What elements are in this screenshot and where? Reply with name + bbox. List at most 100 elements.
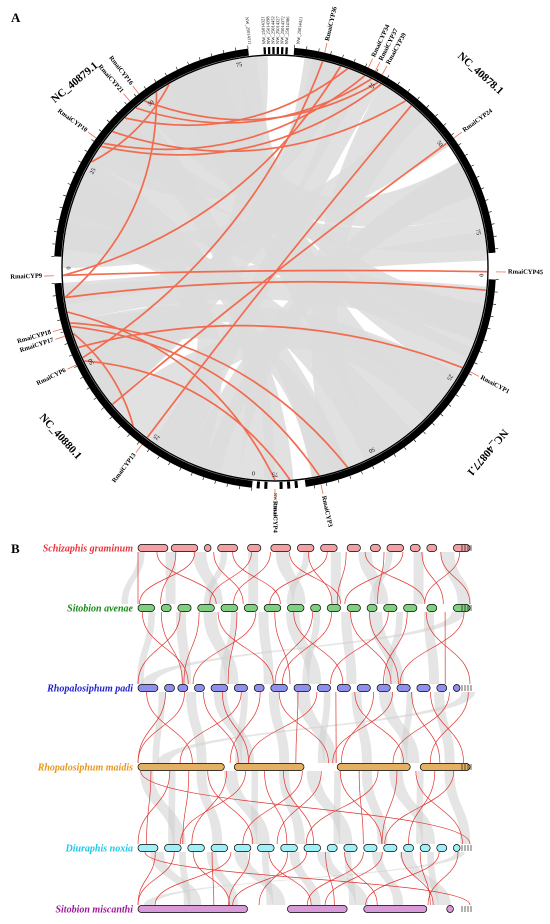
synteny-link xyxy=(365,851,440,906)
gene-label: RmaiCYP3 xyxy=(320,495,334,528)
chromosome-label: NC_40880.1 xyxy=(37,411,84,461)
tick-mark xyxy=(426,105,430,108)
tick-mark xyxy=(387,75,390,78)
chromosome-segment xyxy=(137,905,248,913)
species-label: Sitobion avenae xyxy=(67,604,133,615)
tick-mark xyxy=(353,58,356,62)
tick-mark xyxy=(349,475,352,479)
chromosome-segment xyxy=(160,604,172,612)
synteny-link xyxy=(179,691,242,764)
synteny-link xyxy=(232,551,281,605)
synteny-link xyxy=(400,851,434,906)
tick-mark xyxy=(325,482,328,486)
gene-marker xyxy=(453,131,463,139)
synteny-link xyxy=(411,691,441,764)
species-label: Diuraphis noxia xyxy=(64,844,133,855)
synteny-link xyxy=(268,851,312,906)
scaffold-label: NW_25014372 xyxy=(279,16,285,44)
background-band xyxy=(302,612,321,684)
tick-mark xyxy=(342,54,344,58)
highlighted-synteny-links xyxy=(137,551,471,906)
synteny-link xyxy=(207,770,254,845)
background-band xyxy=(333,771,341,844)
chromosome-segment xyxy=(363,844,378,852)
synteny-link xyxy=(141,611,189,685)
circos-panel: A 25 50 75 0 25 50 75 0 25 50 0 25 50 75 RmaiCYP36 Rma… xyxy=(10,5,544,533)
synteny-link xyxy=(392,691,450,764)
tick-mark xyxy=(423,431,426,435)
background-band xyxy=(223,771,270,844)
synteny-link xyxy=(248,691,318,764)
chromosome-segment xyxy=(346,604,361,612)
chromosome-block xyxy=(54,282,253,488)
chromosome-segment xyxy=(233,763,305,771)
chromosome-segment xyxy=(403,604,418,612)
synteny-link xyxy=(137,691,185,764)
tick-mark xyxy=(487,327,491,330)
background-band xyxy=(141,612,465,684)
gene-marker xyxy=(132,85,140,95)
tick-mark xyxy=(413,439,417,443)
synteny-link xyxy=(140,770,471,845)
chromosome-segment xyxy=(356,684,371,692)
chromosome-segment xyxy=(177,604,192,612)
synteny-link xyxy=(264,770,288,845)
chromosome-segment xyxy=(164,684,175,692)
chromosome-segment xyxy=(383,844,398,852)
background-links xyxy=(62,56,487,481)
gene-label: RmaiCYP1 xyxy=(479,374,510,395)
chromosome-segment xyxy=(453,604,471,612)
synteny-link xyxy=(408,770,436,845)
tick-mark xyxy=(330,51,332,55)
synteny-link xyxy=(289,551,342,605)
synteny-link xyxy=(191,770,227,845)
species-label: Schizaphis graminum xyxy=(43,544,134,555)
tick-mark xyxy=(115,110,118,114)
chromosome-segment xyxy=(346,544,361,552)
gene-label: RmaiCYP4 xyxy=(272,501,279,534)
gene-marker xyxy=(52,328,63,333)
chromosome-segment xyxy=(257,844,275,852)
tick-mark xyxy=(118,425,121,429)
highlighted-link xyxy=(146,105,412,438)
synteny-link xyxy=(217,611,274,685)
synteny-link xyxy=(154,851,232,906)
chromosome-segment xyxy=(370,544,381,552)
tick-mark xyxy=(372,466,375,470)
synteny-link xyxy=(160,551,177,605)
tick-label: 0 xyxy=(477,274,483,277)
chromosome-segment xyxy=(396,684,411,692)
tick-label: 75 xyxy=(474,229,481,236)
synteny-link xyxy=(221,691,250,764)
synteny-link xyxy=(160,611,183,685)
chromosome-segment xyxy=(386,544,404,552)
tick-label: 25 xyxy=(445,373,453,381)
scaffold-label: NW_25014321 xyxy=(260,16,266,44)
panel-letter-b: B xyxy=(11,541,20,556)
chromosome-segment xyxy=(263,604,282,612)
chromosome-segment xyxy=(217,544,238,552)
tick-mark xyxy=(471,164,475,167)
gene-marker xyxy=(469,371,480,377)
synteny-link xyxy=(324,851,383,906)
synteny-link xyxy=(144,851,471,906)
synteny-link xyxy=(227,611,238,685)
background-link xyxy=(169,68,472,381)
chromosome-block xyxy=(304,279,496,487)
chromosome-segment xyxy=(336,763,411,771)
chromosome-segment xyxy=(303,844,321,852)
gene-label: RmaiCYP6 xyxy=(35,367,67,388)
synteny-link xyxy=(369,611,399,685)
tick-mark xyxy=(93,397,97,400)
chromosome-segment xyxy=(310,604,321,612)
tick-label: 50 xyxy=(367,445,375,453)
synteny-link xyxy=(209,551,252,605)
background-band xyxy=(219,612,238,684)
synteny-link xyxy=(192,611,257,685)
chromosome-segment xyxy=(426,544,438,552)
tick-mark xyxy=(168,462,171,466)
synteny-link xyxy=(358,770,364,845)
synteny-link xyxy=(381,770,398,845)
multi-species-synteny-panel: B Schizaphis graminum Sitobion avenae Rhop… xyxy=(11,541,475,916)
